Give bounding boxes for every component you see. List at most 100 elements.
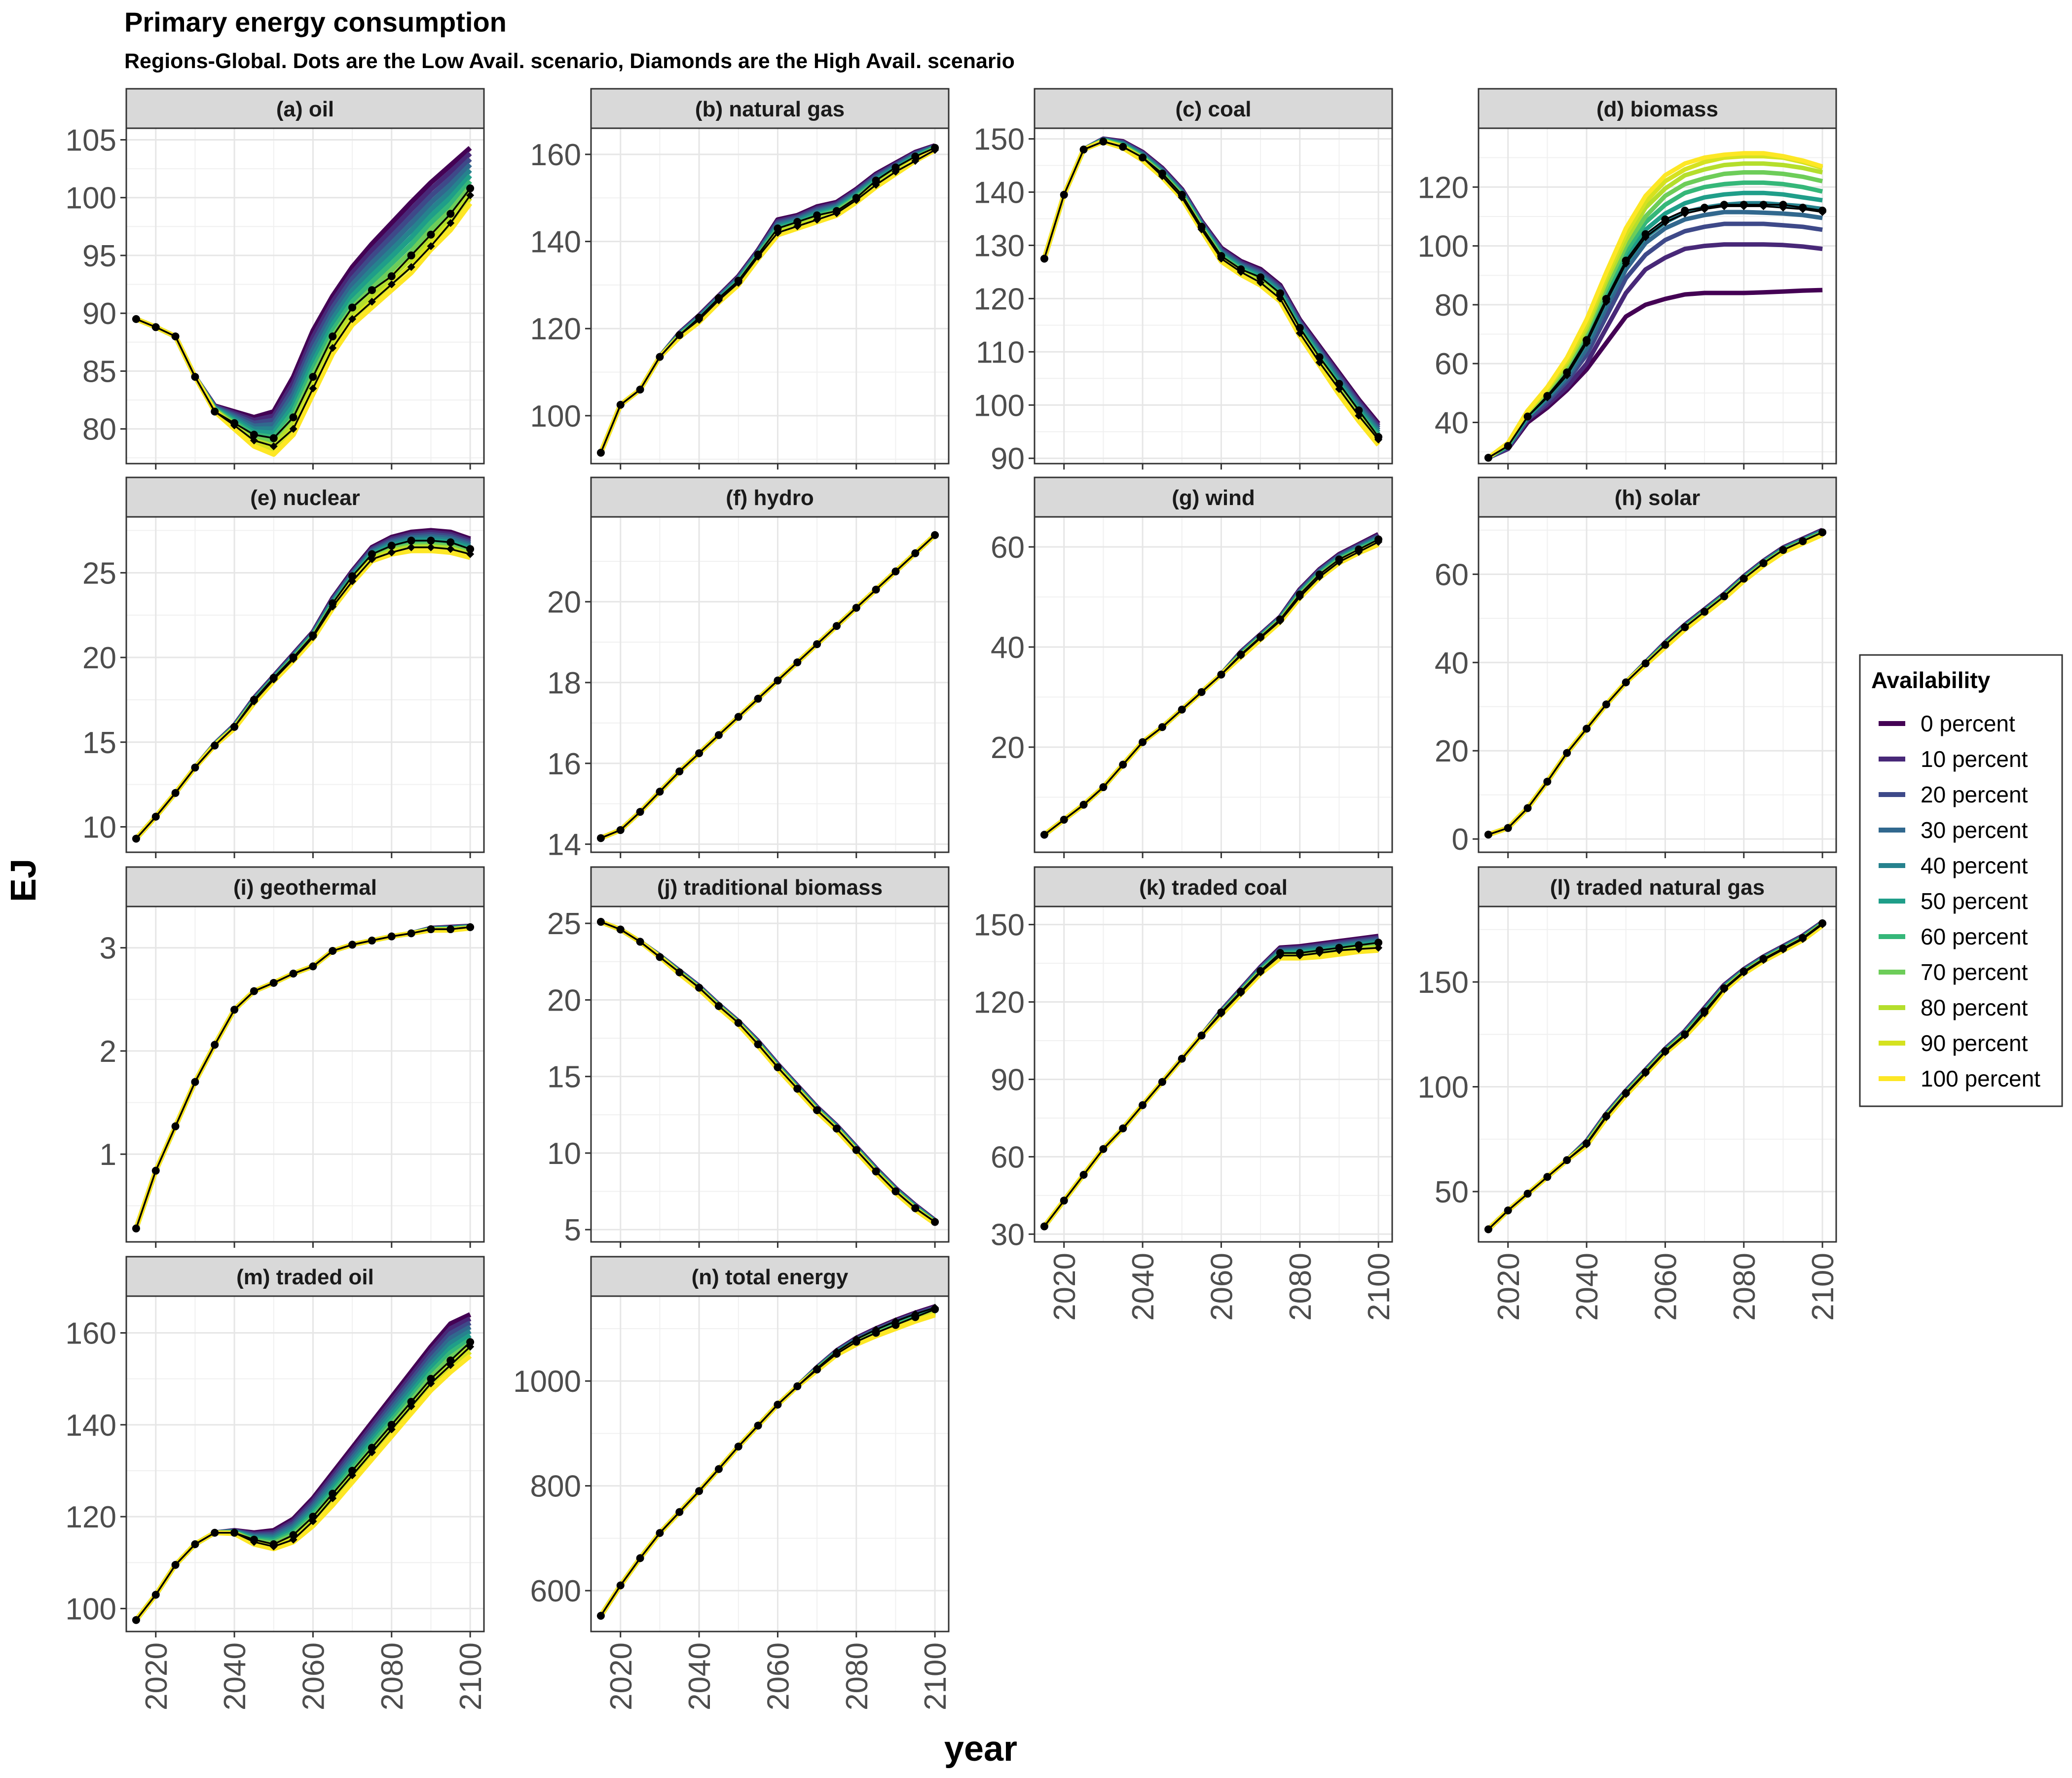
- low-avail-dot: [230, 723, 239, 731]
- low-avail-dot: [1237, 265, 1245, 274]
- low-avail-dot: [348, 572, 357, 581]
- low-avail-dot: [1602, 700, 1610, 709]
- facet-title: (g) wind: [1172, 486, 1255, 510]
- x-tick-label: 2100: [919, 1642, 953, 1710]
- low-avail-dot: [329, 1489, 337, 1498]
- low-avail-dot: [1257, 967, 1265, 975]
- legend-label: 0 percent: [1921, 711, 2015, 736]
- low-avail-dot: [793, 1382, 802, 1390]
- panel-border: [125, 1295, 485, 1633]
- low-avail-dot: [1295, 590, 1304, 599]
- facet-title: (l) traded natural gas: [1550, 875, 1765, 900]
- low-avail-dot: [1178, 1054, 1186, 1063]
- panel-border: [1034, 906, 1393, 1243]
- y-tick-label: 130: [974, 229, 1025, 263]
- low-avail-dot: [675, 331, 684, 339]
- low-avail-dot: [1335, 380, 1343, 388]
- low-avail-dot: [230, 1528, 239, 1537]
- low-avail-dot: [832, 207, 841, 215]
- facet-panel-c-coal: (c) coal 90 100 110 120 130 140 150: [974, 88, 1393, 476]
- low-avail-dot: [695, 983, 703, 992]
- panel-border: [590, 906, 950, 1243]
- low-avail-dot: [289, 1531, 297, 1539]
- low-avail-dot: [754, 1421, 762, 1430]
- low-avail-dot: [191, 373, 199, 381]
- low-avail-dot: [1759, 955, 1768, 963]
- low-avail-dot: [891, 567, 900, 576]
- low-avail-dot: [1276, 949, 1284, 957]
- high-avail-diamond: [387, 280, 396, 289]
- low-avail-dot: [1484, 1225, 1492, 1234]
- x-tick-label: 2040: [1570, 1253, 1604, 1321]
- low-avail-dot: [1563, 368, 1571, 377]
- low-avail-dot: [269, 1540, 278, 1549]
- legend-label: 100 percent: [1921, 1066, 2040, 1091]
- low-avail-dot: [171, 789, 180, 797]
- facet-title: (e) nuclear: [250, 486, 360, 510]
- low-avail-dot: [1276, 289, 1284, 297]
- legend-label: 20 percent: [1921, 782, 2028, 807]
- legend-item-0-percent: 0 percent: [1879, 711, 2015, 736]
- low-avail-dot: [1818, 919, 1827, 927]
- y-tick-label: 40: [1435, 646, 1469, 680]
- low-avail-dot: [1197, 688, 1206, 696]
- y-tick-label: 30: [991, 1218, 1025, 1252]
- legend-label: 70 percent: [1921, 959, 2028, 985]
- low-avail-dot: [754, 251, 762, 259]
- facet-strip: [590, 88, 950, 129]
- low-avail-dot: [1119, 143, 1127, 151]
- low-avail-dot: [407, 929, 415, 938]
- low-avail-dot: [852, 1338, 860, 1346]
- low-avail-dot: [754, 1040, 762, 1049]
- low-avail-dot: [211, 407, 219, 416]
- facet-panel-f-hydro: (f) hydro 14 16 18 20: [547, 476, 950, 862]
- high-avail-diamond: [329, 344, 337, 352]
- low-avail-dot: [1504, 1206, 1512, 1215]
- facet-title: (b) natural gas: [695, 97, 845, 121]
- y-tick-label: 120: [1418, 171, 1469, 205]
- panel-border: [1478, 516, 1837, 853]
- high-avail-diamond: [446, 545, 455, 553]
- y-tick-label: 100: [530, 399, 581, 434]
- low-avail-dot: [931, 144, 939, 152]
- low-avail-dot: [714, 294, 723, 302]
- low-avail-dot: [1583, 336, 1591, 344]
- legend-items: 0 percent 10 percent 20 percent 30 percent 4…: [1879, 711, 2040, 1091]
- y-tick-label: 1000: [513, 1365, 581, 1399]
- low-avail-dot: [1355, 406, 1363, 415]
- y-tick-label: 80: [82, 413, 116, 447]
- y-tick-label: 140: [66, 1409, 116, 1443]
- low-avail-dot: [1119, 761, 1127, 769]
- high-avail-diamond: [427, 242, 435, 251]
- y-tick-label: 90: [991, 1063, 1025, 1097]
- low-avail-line: [1488, 531, 1823, 835]
- high-avail-diamond: [427, 543, 435, 551]
- low-avail-dot: [368, 1444, 376, 1452]
- y-tick-label: 14: [547, 828, 581, 862]
- low-avail-dot: [832, 622, 841, 630]
- y-tick-label: 120: [974, 282, 1025, 316]
- low-avail-dot: [1779, 201, 1787, 209]
- facet-strip: [590, 866, 950, 907]
- low-avail-dot: [852, 194, 860, 202]
- facet-title: (c) coal: [1175, 97, 1251, 121]
- series-line-0-percent: [1487, 288, 1823, 460]
- panel-border: [125, 906, 485, 1243]
- low-avail-dot: [616, 1581, 625, 1590]
- low-avail-dot: [269, 979, 278, 987]
- x-tick-label: 2020: [604, 1642, 638, 1710]
- low-avail-dot: [211, 741, 219, 750]
- y-tick-label: 20: [547, 983, 581, 1017]
- y-tick-label: 105: [66, 123, 116, 157]
- low-avail-dot: [1276, 616, 1284, 624]
- low-avail-dot: [832, 1125, 841, 1133]
- y-tick-label: 10: [82, 810, 116, 844]
- low-avail-dot: [1701, 1007, 1709, 1016]
- y-tick-label: 18: [547, 666, 581, 700]
- facet-title: (a) oil: [276, 97, 334, 121]
- low-avail-dot: [1661, 215, 1669, 223]
- x-tick-label: 2040: [683, 1642, 717, 1710]
- low-avail-dot: [348, 303, 357, 312]
- low-avail-dot: [132, 315, 140, 323]
